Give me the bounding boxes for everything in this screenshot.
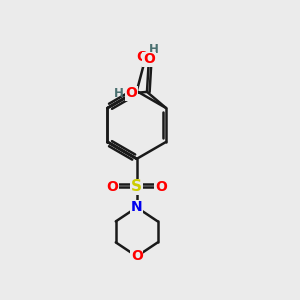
Text: O: O (155, 180, 167, 194)
Text: H: H (148, 44, 158, 56)
Text: N: N (131, 200, 142, 214)
Text: S: S (131, 179, 142, 194)
Text: O: O (143, 52, 155, 67)
Text: O: O (131, 249, 143, 263)
Text: O: O (137, 50, 148, 64)
Text: O: O (125, 86, 137, 100)
Text: H: H (113, 87, 123, 100)
Text: O: O (107, 180, 118, 194)
